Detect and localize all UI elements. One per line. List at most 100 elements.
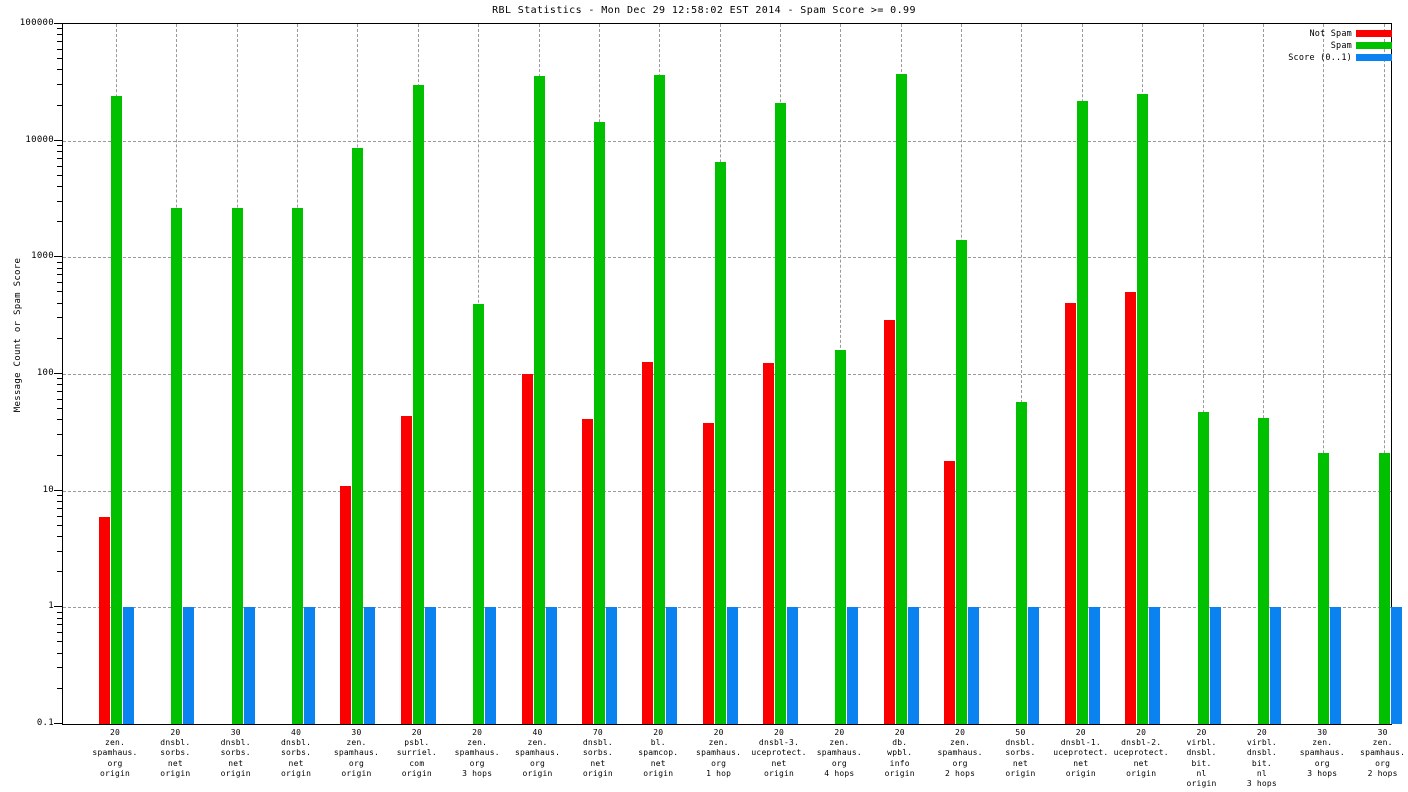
bar-spam [412, 85, 424, 724]
x-axis-tick-label: 20 bl. spamcop. net origin [621, 728, 695, 779]
bar-not-spam [581, 419, 593, 724]
bar-group [763, 24, 798, 724]
x-axis-label-line: 20 [653, 728, 664, 737]
bar-group [159, 24, 195, 724]
x-axis-label-line: 70 [592, 728, 603, 737]
y-axis-minor-tick [57, 500, 62, 502]
y-axis-minor-tick [57, 652, 62, 654]
x-axis-label-line: db. [892, 738, 908, 748]
bar-not-spam [763, 362, 774, 724]
bar-spam [111, 96, 122, 724]
legend-item: Not Spam [1256, 28, 1392, 39]
x-axis-label-line: net [1012, 758, 1028, 768]
x-axis-label-line: dnsbl-2. [1121, 738, 1162, 748]
x-axis-label-line: virbl. [1186, 738, 1217, 748]
y-axis-tick-label: 1000 [31, 251, 54, 262]
x-axis-tick-label: 20 dnsbl-1. uceprotect. net origin [1044, 728, 1118, 779]
bar-group [944, 24, 980, 724]
bar-not-spam [400, 415, 412, 724]
x-axis-label-line: 20 [773, 728, 785, 737]
x-axis-tick-label: 20 virbl. dnsbl. bit. nl origin [1165, 728, 1239, 789]
bar-group [1186, 24, 1221, 724]
y-axis-tick-label: 100 [36, 368, 54, 378]
bar-group [581, 24, 617, 724]
x-axis-label-line: bit. [1191, 758, 1212, 768]
y-axis-minor-tick [57, 632, 62, 634]
x-axis-label-line: origin [582, 768, 613, 778]
x-axis-label-line: net [1133, 758, 1149, 768]
x-axis-label-line: 50 [1015, 728, 1026, 737]
x-axis-label-line: 3 hops [462, 768, 493, 778]
x-axis-label-line: sorbs. [220, 748, 251, 758]
x-axis-tick-label: 20 db. wpbl. info origin [863, 728, 937, 779]
x-axis-label-line: sorbs. [1005, 748, 1036, 758]
y-axis-minor-tick [57, 687, 62, 689]
bar-score-0-1 [424, 607, 436, 724]
bar-not-spam [521, 374, 533, 724]
x-axis-label-line: dnsbl. [220, 738, 251, 748]
x-axis-tick-label: 20 dnsbl-2. uceprotect. net origin [1104, 728, 1178, 779]
bar-score-0-1 [1028, 607, 1040, 724]
x-axis-label-line: origin [401, 768, 432, 778]
x-axis-tick-label: 20 dnsbl. sorbs. net origin [138, 728, 212, 779]
legend-label: Not Spam [1309, 28, 1352, 39]
bar-not-spam [1064, 302, 1076, 724]
y-axis-minor-tick [57, 337, 62, 339]
x-axis-label-line: origin [1126, 768, 1157, 778]
bar-score-0-1 [304, 607, 316, 724]
x-axis-label-line: uceprotect. [1113, 748, 1169, 758]
bar-not-spam [642, 361, 654, 724]
bar-group [340, 24, 376, 724]
x-axis-label-line: net [771, 758, 787, 768]
x-axis-label-line: 20 [170, 728, 181, 737]
bar-spam [1197, 412, 1209, 724]
x-axis-label-line: org [348, 758, 364, 768]
bar-score-0-1 [1390, 607, 1402, 724]
legend-color-swatch [1356, 30, 1392, 37]
x-axis-label-line: net [1073, 758, 1089, 768]
bar-group [883, 24, 919, 724]
bar-spam [1076, 100, 1088, 724]
bar-score-0-1 [1330, 607, 1342, 724]
x-axis-label-line: zen. [1372, 738, 1393, 748]
x-gridline [1021, 24, 1023, 724]
x-axis-label-line: org [469, 758, 485, 768]
x-axis-label-line: origin [160, 768, 191, 778]
y-axis-minor-tick [57, 611, 62, 613]
y-gridline [63, 374, 1391, 375]
y-axis-minor-tick [57, 495, 62, 496]
x-axis-tick-label: 20 virbl. dnsbl. bit. nl 3 hops [1225, 728, 1299, 789]
y-axis-minor-tick [57, 317, 62, 319]
bar-spam [654, 75, 666, 724]
chart-title: RBL Statistics - Mon Dec 29 12:58:02 EST… [492, 5, 916, 16]
y-axis-minor-tick [57, 84, 62, 85]
bar-score-0-1 [243, 607, 255, 724]
x-axis-label-line: bit. [1251, 758, 1272, 768]
x-axis-label-line: nl [1196, 768, 1207, 778]
x-axis-label-line: 20 [1136, 728, 1147, 737]
y-axis-minor-tick [57, 58, 62, 60]
y-axis-minor-tick [57, 261, 62, 263]
x-axis-label-line: spamhaus. [454, 748, 500, 758]
x-axis-label-line: zen. [708, 738, 729, 748]
x-axis-label-line: net [288, 758, 304, 768]
y-axis-minor-tick [57, 145, 62, 146]
x-axis-label-line: dnsbl-3. [758, 738, 800, 748]
bar-score-0-1 [183, 607, 195, 724]
y-axis-minor-tick [57, 157, 62, 159]
x-axis-label-line: origin [522, 768, 553, 778]
y-axis-minor-tick [57, 617, 62, 619]
y-axis-minor-tick [57, 667, 62, 669]
x-axis-label-line: uceprotect. [751, 748, 807, 758]
y-axis-tick [54, 723, 62, 724]
x-axis-label-line: 1 hop [706, 768, 732, 778]
x-axis-label-line: zen. [467, 738, 488, 748]
bar-score-0-1 [666, 607, 678, 724]
x-axis-label-line: zen. [950, 738, 971, 748]
x-axis-label-line: dnsbl. [1186, 748, 1217, 758]
x-axis-label-line: origin [1065, 768, 1096, 778]
y-axis-tick-label: 10000 [25, 134, 54, 145]
x-axis-label-line: 30 [1317, 728, 1328, 737]
x-axis-label-line: 20 [713, 728, 724, 737]
x-axis-label-line: zen. [1312, 738, 1333, 748]
